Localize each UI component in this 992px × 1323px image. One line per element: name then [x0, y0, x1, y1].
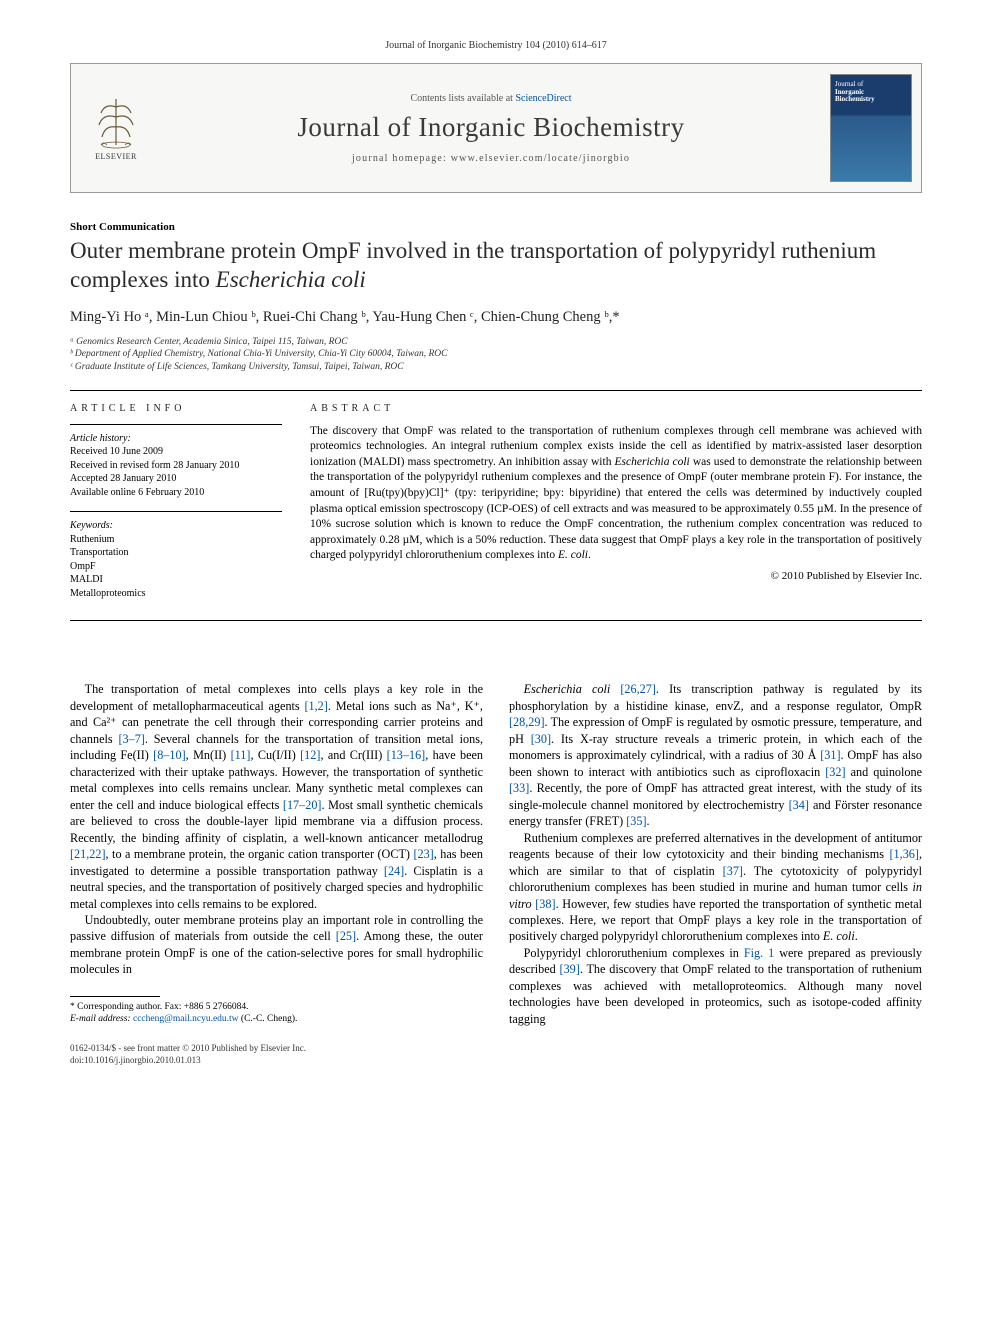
contents-available-line: Contents lists available at ScienceDirec… — [410, 93, 571, 104]
affiliation-b: ᵇ Department of Applied Chemistry, Natio… — [70, 348, 922, 361]
divider — [70, 620, 922, 621]
email-suffix: (C.-C. Cheng). — [239, 1014, 298, 1024]
body-paragraph: Polypyridyl chlororuthenium complexes in… — [509, 945, 922, 1027]
history-revised: Received in revised form 28 January 2010 — [70, 459, 282, 473]
article-info-column: ARTICLE INFO Article history: Received 1… — [70, 403, 282, 613]
elsevier-tree-icon — [93, 95, 139, 150]
sciencedirect-link[interactable]: ScienceDirect — [515, 93, 571, 104]
body-paragraph: Escherichia coli [26,27]. Its transcript… — [509, 681, 922, 829]
keyword: Ruthenium — [70, 533, 282, 547]
email-label: E-mail address: — [70, 1014, 133, 1024]
body-right-column: Escherichia coli [26,27]. Its transcript… — [509, 681, 922, 1027]
journal-cover-icon: Journal of Inorganic Biochemistry — [830, 74, 912, 182]
running-header: Journal of Inorganic Biochemistry 104 (2… — [70, 40, 922, 51]
publisher-name: ELSEVIER — [95, 152, 137, 161]
keyword: OmpF — [70, 560, 282, 574]
article-history-block: Article history: Received 10 June 2009 R… — [70, 424, 282, 500]
journal-title: Journal of Inorganic Biochemistry — [297, 112, 684, 143]
corr-line: * Corresponding author. Fax: +886 5 2766… — [70, 1001, 483, 1013]
publisher-logo-block: ELSEVIER — [71, 64, 161, 192]
body-two-columns: The transportation of metal complexes in… — [70, 681, 922, 1027]
keyword: Metalloproteomics — [70, 587, 282, 601]
affiliations: ᵃ Genomics Research Center, Academia Sin… — [70, 336, 922, 374]
doi-line: doi:10.1016/j.jinorgbio.2010.01.013 — [70, 1055, 922, 1067]
body-paragraph: Undoubtedly, outer membrane proteins pla… — [70, 912, 483, 978]
affiliation-c: ᶜ Graduate Institute of Life Sciences, T… — [70, 361, 922, 374]
cover-line3: Biochemistry — [835, 95, 875, 103]
keywords-label: Keywords: — [70, 519, 282, 533]
footnote-separator — [70, 996, 160, 997]
history-online: Available online 6 February 2010 — [70, 486, 282, 500]
body-left-column: The transportation of metal complexes in… — [70, 681, 483, 1027]
journal-banner: ELSEVIER Contents lists available at Sci… — [70, 63, 922, 193]
history-received: Received 10 June 2009 — [70, 445, 282, 459]
history-accepted: Accepted 28 January 2010 — [70, 472, 282, 486]
abstract-heading: ABSTRACT — [310, 403, 922, 414]
keywords-block: Keywords: Ruthenium Transportation OmpF … — [70, 511, 282, 600]
abstract-text: The discovery that OmpF was related to t… — [310, 424, 922, 564]
corr-email-link[interactable]: cccheng@mail.ncyu.edu.tw — [133, 1014, 239, 1024]
bottom-meta: 0162-0134/$ - see front matter © 2010 Pu… — [70, 1043, 922, 1066]
homepage-url[interactable]: www.elsevier.com/locate/jinorgbio — [451, 153, 630, 164]
article-type-label: Short Communication — [70, 221, 922, 233]
keyword: MALDI — [70, 573, 282, 587]
front-matter-line: 0162-0134/$ - see front matter © 2010 Pu… — [70, 1043, 922, 1055]
banner-center: Contents lists available at ScienceDirec… — [161, 64, 821, 192]
keyword: Transportation — [70, 546, 282, 560]
contents-prefix: Contents lists available at — [410, 93, 515, 104]
history-label: Article history: — [70, 432, 282, 446]
journal-homepage-line: journal homepage: www.elsevier.com/locat… — [352, 153, 630, 164]
abstract-column: ABSTRACT The discovery that OmpF was rel… — [310, 403, 922, 613]
corresponding-author-footnote: * Corresponding author. Fax: +886 5 2766… — [70, 1001, 483, 1026]
body-paragraph: The transportation of metal complexes in… — [70, 681, 483, 912]
title-italic: Escherichia coli — [216, 267, 366, 292]
copyright-line: © 2010 Published by Elsevier Inc. — [310, 570, 922, 582]
affiliation-a: ᵃ Genomics Research Center, Academia Sin… — [70, 336, 922, 349]
article-title: Outer membrane protein OmpF involved in … — [70, 237, 922, 295]
cover-thumbnail-block: Journal of Inorganic Biochemistry — [821, 64, 921, 192]
divider — [70, 390, 922, 391]
homepage-prefix: journal homepage: — [352, 153, 451, 164]
article-info-heading: ARTICLE INFO — [70, 403, 282, 414]
author-list: Ming-Yi Ho ᵃ, Min-Lun Chiou ᵇ, Ruei-Chi … — [70, 309, 922, 326]
body-paragraph: Ruthenium complexes are preferred altern… — [509, 830, 922, 945]
title-text: Outer membrane protein OmpF involved in … — [70, 238, 876, 292]
